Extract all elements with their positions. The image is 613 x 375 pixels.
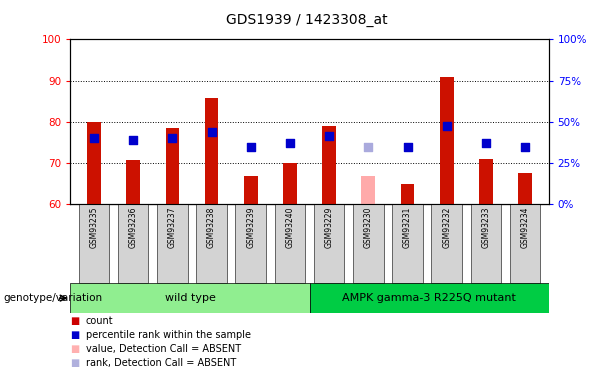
Text: value, Detection Call = ABSENT: value, Detection Call = ABSENT: [86, 344, 241, 354]
Bar: [322, 126, 336, 204]
Point: [403, 144, 413, 150]
Point: [481, 140, 491, 146]
Point: [520, 144, 530, 150]
Bar: [283, 163, 297, 204]
Bar: [440, 76, 454, 204]
Text: GSM93239: GSM93239: [246, 207, 255, 248]
Text: GSM93232: GSM93232: [442, 207, 451, 248]
Bar: [314, 204, 345, 283]
Text: GSM93230: GSM93230: [364, 207, 373, 248]
Bar: [401, 184, 414, 204]
Bar: [126, 160, 140, 204]
Bar: [235, 204, 266, 283]
Point: [207, 129, 216, 135]
Text: AMPK gamma-3 R225Q mutant: AMPK gamma-3 R225Q mutant: [342, 293, 516, 303]
Point: [324, 134, 334, 140]
Point: [285, 140, 295, 146]
Text: count: count: [86, 316, 113, 326]
Bar: [87, 122, 101, 204]
Point: [167, 135, 177, 141]
Text: GDS1939 / 1423308_at: GDS1939 / 1423308_at: [226, 13, 387, 27]
Text: GSM93233: GSM93233: [481, 207, 490, 248]
Text: GSM93235: GSM93235: [89, 207, 99, 248]
Text: GSM93231: GSM93231: [403, 207, 412, 248]
Point: [364, 144, 373, 150]
Text: GSM93234: GSM93234: [520, 207, 530, 248]
Text: wild type: wild type: [165, 293, 215, 303]
Bar: [166, 128, 179, 204]
Text: GSM93237: GSM93237: [168, 207, 177, 248]
Text: GSM93238: GSM93238: [207, 207, 216, 248]
Bar: [353, 204, 384, 283]
Bar: [78, 204, 109, 283]
Bar: [205, 98, 218, 204]
Text: ■: ■: [70, 316, 80, 326]
Bar: [518, 174, 532, 204]
Bar: [118, 204, 148, 283]
Bar: [471, 204, 501, 283]
Text: ■: ■: [70, 330, 80, 340]
Text: rank, Detection Call = ABSENT: rank, Detection Call = ABSENT: [86, 358, 236, 368]
Bar: [196, 204, 227, 283]
Point: [246, 144, 256, 150]
Bar: [510, 204, 541, 283]
Text: GSM93240: GSM93240: [286, 207, 294, 248]
Bar: [310, 283, 549, 313]
Bar: [362, 176, 375, 204]
Bar: [157, 204, 188, 283]
Bar: [432, 204, 462, 283]
Bar: [244, 176, 257, 204]
Bar: [275, 204, 305, 283]
Text: ■: ■: [70, 344, 80, 354]
Text: ■: ■: [70, 358, 80, 368]
Text: genotype/variation: genotype/variation: [3, 293, 102, 303]
Bar: [479, 159, 493, 204]
Point: [128, 138, 138, 144]
Point: [442, 123, 452, 129]
Point: [89, 135, 99, 141]
Text: percentile rank within the sample: percentile rank within the sample: [86, 330, 251, 340]
Bar: [392, 204, 423, 283]
Bar: [70, 283, 310, 313]
Text: GSM93236: GSM93236: [129, 207, 138, 248]
Text: GSM93229: GSM93229: [325, 207, 333, 248]
